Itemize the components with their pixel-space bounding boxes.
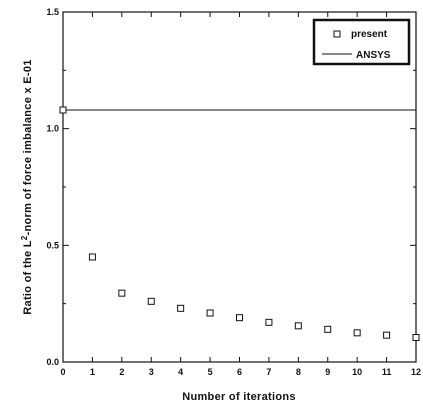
x-tick-label: 1 — [90, 367, 95, 377]
x-tick-labels: 0 1 2 3 4 5 6 7 8 9 10 11 12 — [60, 367, 421, 377]
legend-label-present: present — [351, 29, 388, 40]
data-point-present — [177, 304, 185, 312]
x-axis-label: Number of iterations — [182, 391, 296, 403]
y-tick-label: 1.0 — [46, 124, 59, 134]
data-point-present — [383, 331, 391, 339]
data-point-present — [118, 289, 126, 297]
series-points — [59, 106, 420, 341]
y-axis-label: Ratio of the L2-norm of force imbalance … — [20, 59, 34, 314]
x-tick-label: 2 — [119, 367, 124, 377]
data-point-present — [353, 329, 361, 337]
data-point-present — [294, 322, 302, 330]
data-point-present — [265, 318, 273, 326]
data-point-present — [147, 297, 155, 305]
legend: present ANSYS — [312, 18, 411, 66]
x-tick-label: 4 — [178, 367, 183, 377]
x-tick-label: 11 — [382, 367, 392, 377]
x-tick-label: 8 — [296, 367, 301, 377]
ticks — [62, 11, 417, 363]
data-point-present — [88, 253, 96, 261]
legend-label-ansys: ANSYS — [356, 50, 391, 61]
y-tick-labels: 0.0 0.5 1.0 1.5 — [46, 7, 59, 367]
x-tick-label: 7 — [266, 367, 271, 377]
legend-marker-present — [333, 30, 341, 38]
x-tick-label: 6 — [237, 367, 242, 377]
y-axis-label-rest: -norm of force imbalance x E-01 — [22, 59, 34, 235]
x-tick-label: 5 — [208, 367, 213, 377]
x-tick-label: 10 — [352, 367, 362, 377]
data-point-present — [236, 314, 243, 322]
data-point-present — [206, 309, 214, 317]
data-point-present — [324, 325, 332, 333]
y-tick-label: 0.5 — [46, 240, 59, 250]
data-point-present — [59, 106, 67, 114]
x-tick-label: 3 — [149, 367, 154, 377]
y-axis-label-main: Ratio of the L — [22, 240, 34, 314]
y-axis-label-superscript: 2 — [20, 235, 29, 240]
y-tick-label: 0.0 — [46, 357, 59, 367]
data-point-present — [412, 334, 420, 341]
x-tick-label: 9 — [325, 367, 330, 377]
x-tick-label: 0 — [60, 367, 65, 377]
x-tick-label: 12 — [411, 367, 421, 377]
legend-box — [312, 18, 411, 66]
y-tick-label: 1.5 — [46, 7, 59, 17]
